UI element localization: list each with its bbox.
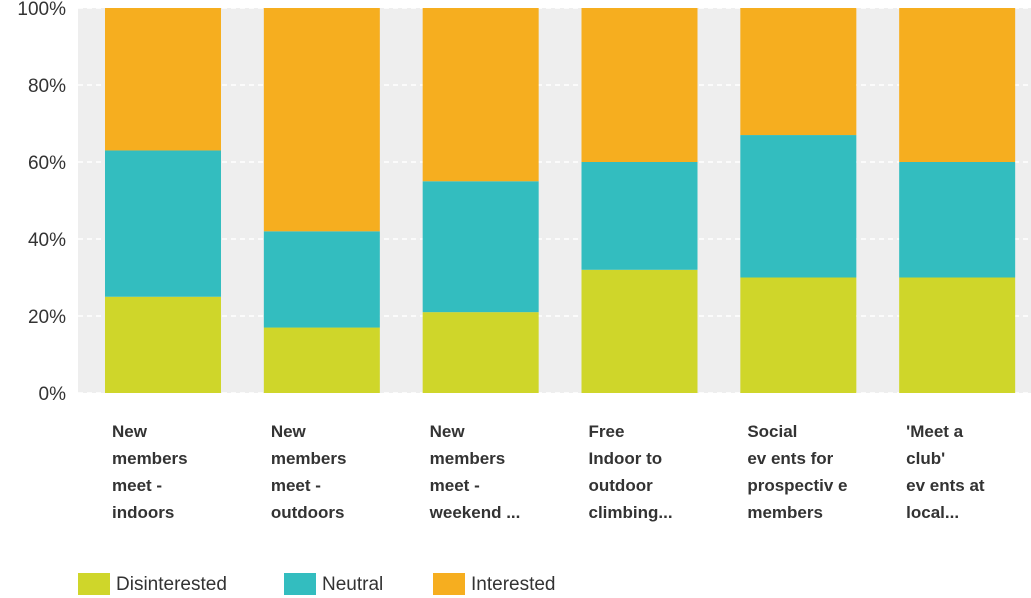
x-category-label: meet - (112, 476, 162, 495)
bar-segment-disinterested (263, 327, 380, 393)
bar-segment-interested (740, 8, 857, 136)
bar-segment-interested (581, 8, 698, 162)
plot-background (78, 8, 1031, 393)
y-tick-label: 80% (28, 76, 66, 97)
x-category-label: prospectiv e (747, 476, 847, 495)
legend-swatch-disinterested (78, 573, 110, 595)
bar-segment-neutral (899, 162, 1016, 278)
bar-segment-neutral (422, 181, 539, 313)
x-category-label: club' (906, 449, 945, 468)
x-category-label: New (271, 422, 307, 441)
legend-label-neutral: Neutral (322, 574, 383, 595)
x-category-label: Free (589, 422, 625, 441)
bar-segment-disinterested (740, 277, 857, 393)
bar-segment-disinterested (581, 269, 698, 393)
legend-label-interested: Interested (471, 574, 556, 595)
bar-segment-disinterested (899, 277, 1016, 393)
x-category-label: New (430, 422, 466, 441)
x-category-label: outdoors (271, 503, 345, 522)
bar-segment-neutral (740, 135, 857, 278)
legend-label-disinterested: Disinterested (116, 574, 227, 595)
bar-segment-neutral (105, 150, 221, 297)
x-category-label: 'Meet a (906, 422, 963, 441)
bar-segment-interested (105, 8, 221, 151)
bar-segment-disinterested (105, 296, 221, 393)
y-tick-label: 20% (28, 307, 66, 328)
x-category-label: indoors (112, 503, 174, 522)
y-tick-label: 100% (17, 0, 66, 20)
x-category-label: meet - (271, 476, 321, 495)
x-category-label: members (112, 449, 188, 468)
bar-segment-interested (422, 8, 539, 182)
x-category-label: local... (906, 503, 959, 522)
bar-segment-neutral (581, 162, 698, 270)
x-category-label: members (430, 449, 506, 468)
x-category-label: climbing... (589, 503, 673, 522)
x-category-label: weekend ... (429, 503, 521, 522)
x-category-label: Indoor to (589, 449, 663, 468)
y-tick-label: 60% (28, 153, 66, 174)
x-category-label: members (747, 503, 823, 522)
y-tick-label: 0% (39, 384, 67, 405)
bar-segment-interested (263, 8, 380, 232)
x-category-label: New (112, 422, 148, 441)
legend-swatch-interested (433, 573, 465, 595)
bar-segment-neutral (263, 231, 380, 328)
y-tick-label: 40% (28, 230, 66, 251)
bar-segment-interested (899, 8, 1016, 162)
x-category-label: outdoor (589, 476, 654, 495)
legend-swatch-neutral (284, 573, 316, 595)
bar-segment-disinterested (422, 312, 539, 393)
x-category-label: members (271, 449, 347, 468)
x-category-label: ev ents for (747, 449, 833, 468)
x-category-label: Social (747, 422, 797, 441)
x-category-label: meet - (430, 476, 480, 495)
x-category-label: ev ents at (906, 476, 985, 495)
